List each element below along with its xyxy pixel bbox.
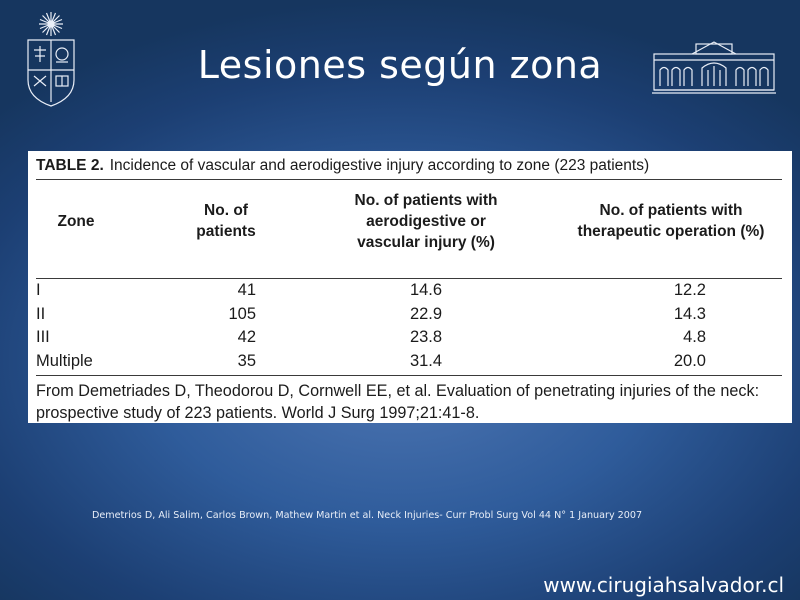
- cell-patients: 35: [237, 351, 256, 370]
- cell-zone: I: [36, 281, 41, 299]
- table-caption: TABLE 2. Incidence of vascular and aerodi…: [36, 151, 782, 180]
- citation-text: Demetrios D, Ali Salim, Carlos Brown, Ma…: [92, 510, 643, 521]
- table-source-note: From Demetriades D, Theodorou D, Cornwel…: [36, 375, 782, 424]
- header-patients-line: patients: [196, 223, 256, 240]
- header-therapeutic-line: therapeutic operation (%): [577, 223, 765, 240]
- table-caption-text: Incidence of vascular and aerodigestive …: [109, 157, 650, 174]
- table-label: TABLE 2.: [36, 157, 104, 174]
- hospital-building-icon: [652, 40, 776, 94]
- cell-therapeutic: 12.2: [673, 281, 706, 299]
- cell-injury: 23.8: [409, 328, 443, 346]
- header-zone: Zone: [36, 211, 116, 232]
- table-body: I 41 14.6 12.2 II 105 22.9 14.3 III 42 2…: [36, 279, 782, 373]
- table-row: II 105 22.9 14.3: [36, 303, 782, 327]
- table-row: I 41 14.6 12.2: [36, 279, 782, 303]
- cell-zone: III: [36, 328, 50, 346]
- table-header: Zone No. of patients No. of patients wit…: [36, 180, 782, 278]
- table-row: Multiple 35 31.4 20.0: [36, 350, 782, 374]
- university-crest-icon: [22, 10, 80, 108]
- cell-patients: 41: [237, 281, 256, 299]
- cell-injury: 14.6: [409, 281, 443, 299]
- cell-therapeutic: 4.8: [683, 328, 706, 346]
- table-row: III 42 23.8 4.8: [36, 326, 782, 350]
- header-zone-line: Zone: [57, 213, 95, 230]
- cell-zone: Multiple: [36, 351, 93, 370]
- cell-zone: II: [36, 304, 46, 323]
- header-injury: No. of patients with aerodigestive or va…: [306, 190, 546, 253]
- header-patients-line: No. of: [204, 202, 248, 219]
- cell-injury: 22.9: [409, 304, 443, 323]
- cell-injury: 31.4: [409, 351, 443, 370]
- slide-title: Lesiones según zona: [197, 43, 603, 87]
- cell-patients: 42: [237, 328, 256, 346]
- header-therapeutic: No. of patients with therapeutic operati…: [556, 200, 786, 242]
- header-patients: No. of patients: [166, 200, 286, 242]
- table-panel: TABLE 2. Incidence of vascular and aerodi…: [28, 151, 792, 423]
- cell-therapeutic: 14.3: [673, 304, 706, 323]
- website-link[interactable]: www.cirugiahsalvador.cl: [543, 573, 784, 597]
- cell-therapeutic: 20.0: [673, 351, 706, 370]
- header-therapeutic-line: No. of patients with: [599, 202, 743, 219]
- header-injury-line: aerodigestive or: [366, 213, 486, 230]
- header-rule: [36, 278, 782, 279]
- header-injury-line: vascular injury (%): [357, 234, 495, 251]
- header-injury-line: No. of patients with: [354, 192, 498, 209]
- cell-patients: 105: [228, 304, 256, 323]
